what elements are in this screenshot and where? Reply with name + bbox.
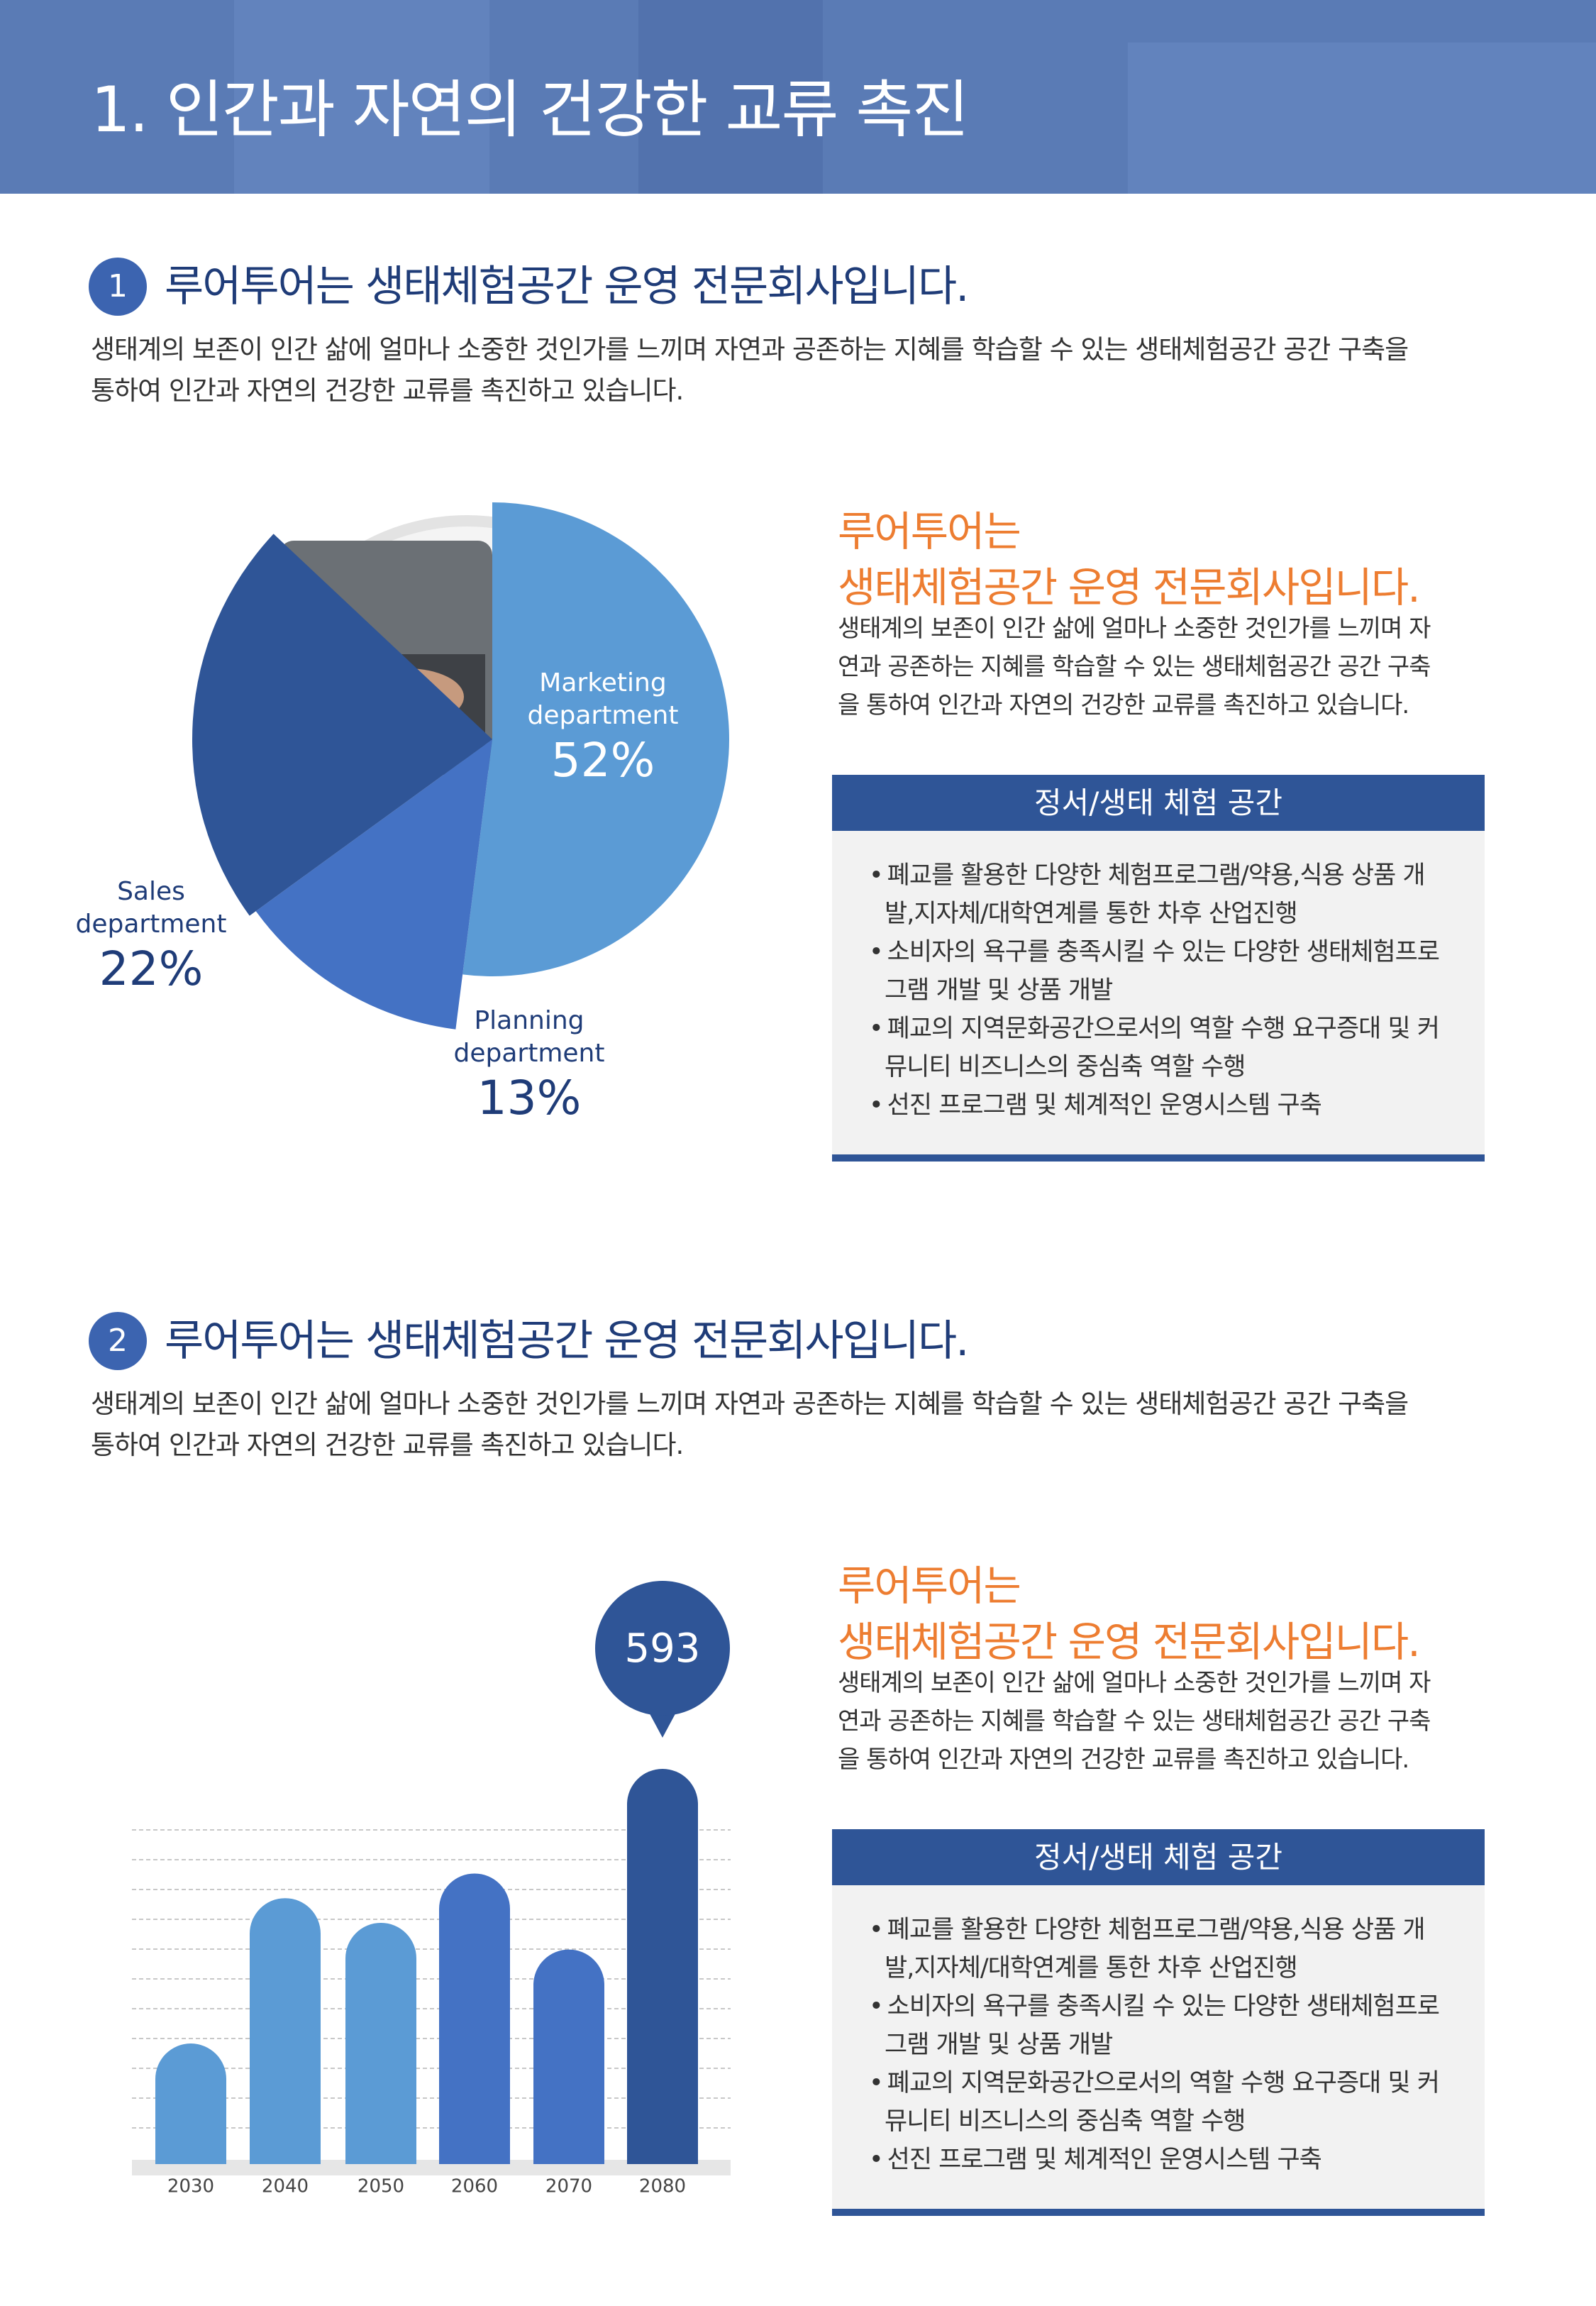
side-heading: 루어투어는 bbox=[838, 507, 1021, 556]
pie-category: Sales department bbox=[75, 877, 227, 939]
list-item: 선진 프로그램 및 체계적인 운영시스템 구축 bbox=[869, 2141, 1445, 2179]
header-deco bbox=[638, 0, 823, 194]
header-deco bbox=[234, 0, 489, 194]
pie-slice bbox=[255, 739, 492, 1030]
box-title: 정서/생태 체험 공간 bbox=[832, 775, 1485, 831]
pie-category: Planning department bbox=[453, 1006, 605, 1068]
pie-value: 52% bbox=[550, 733, 655, 788]
callout bbox=[595, 1581, 730, 1716]
box-title: 정서/생태 체험 공간 bbox=[832, 1829, 1485, 1885]
pie-label: Planning department 13% bbox=[423, 1005, 636, 1127]
list-item: 소비자의 욕구를 충족시킬 수 있는 다양한 생태체험프로그램 개발 및 상품 … bbox=[869, 1987, 1445, 2064]
bar bbox=[250, 1898, 321, 2164]
list-item: 소비자의 욕구를 충족시킬 수 있는 다양한 생태체험프로그램 개발 및 상품 … bbox=[869, 933, 1445, 1010]
info-box: 폐교를 활용한 다양한 체험프로그램/약용,식용 상품 개발,지자체/대학연계를… bbox=[832, 1885, 1485, 2216]
header-deco bbox=[1128, 43, 1596, 194]
bar bbox=[627, 1769, 698, 2164]
x-tick-label: 2060 bbox=[451, 2176, 498, 2197]
x-tick-label: 2080 bbox=[639, 2176, 686, 2197]
pie-slice bbox=[462, 502, 729, 976]
side-paragraph: 생태계의 보존이 인간 삶에 얼마나 소중한 것인가를 느끼며 자연과 공존하는… bbox=[838, 614, 1431, 719]
pie-value: 22% bbox=[99, 942, 204, 996]
pie-label: Sales department 22% bbox=[45, 876, 257, 998]
pie-value: 13% bbox=[477, 1071, 582, 1125]
x-tick-label: 2050 bbox=[358, 2176, 404, 2197]
section-number: 1 bbox=[89, 258, 147, 316]
list-item: 폐교를 활용한 다양한 체험프로그램/약용,식용 상품 개발,지자체/대학연계를… bbox=[869, 856, 1445, 933]
pie-label: Marketing department 52% bbox=[497, 667, 709, 789]
section-paragraph: 생태계의 보존이 인간 삶에 얼마나 소중한 것인가를 느끼며 자연과 공존하는… bbox=[91, 1389, 1409, 1460]
value-label: 593 bbox=[625, 1626, 701, 1672]
page-title: 1. 인간과 자연의 건강한 교류 촉진 bbox=[91, 73, 969, 146]
pie-category: Marketing department bbox=[527, 668, 679, 730]
list-item: 선진 프로그램 및 체계적인 운영시스템 구축 bbox=[869, 1086, 1445, 1125]
bar bbox=[345, 1922, 416, 2164]
section-heading: 루어투어는 생태체험공간 운영 전문회사입니다. bbox=[165, 1316, 969, 1366]
bar bbox=[155, 2043, 226, 2164]
callout-tail bbox=[647, 1709, 678, 1738]
bar bbox=[533, 1949, 604, 2164]
side-heading: 생태체험공간 운영 전문회사입니다. bbox=[838, 1618, 1421, 1666]
pie-slice bbox=[192, 534, 492, 916]
list-item: 폐교의 지역문화공간으로서의 역할 수행 요구증대 및 커뮤니티 비즈니스의 중… bbox=[869, 2064, 1445, 2141]
list-item: 폐교의 지역문화공간으로서의 역할 수행 요구증대 및 커뮤니티 비즈니스의 중… bbox=[869, 1010, 1445, 1086]
section-heading: 루어투어는 생태체험공간 운영 전문회사입니다. bbox=[165, 262, 969, 311]
header-band: 1. 인간과 자연의 건강한 교류 촉진 bbox=[0, 0, 1596, 194]
item-list: 폐교를 활용한 다양한 체험프로그램/약용,식용 상품 개발,지자체/대학연계를… bbox=[832, 831, 1485, 1125]
bar bbox=[439, 1873, 510, 2164]
item-list: 폐교를 활용한 다양한 체험프로그램/약용,식용 상품 개발,지자체/대학연계를… bbox=[832, 1885, 1485, 2179]
x-tick-label: 2040 bbox=[262, 2176, 309, 2197]
section-paragraph: 생태계의 보존이 인간 삶에 얼마나 소중한 것인가를 느끼며 자연과 공존하는… bbox=[91, 334, 1409, 406]
side-heading: 루어투어는 bbox=[838, 1562, 1021, 1610]
section-number: 2 bbox=[89, 1312, 147, 1370]
info-box: 폐교를 활용한 다양한 체험프로그램/약용,식용 상품 개발,지자체/대학연계를… bbox=[832, 831, 1485, 1162]
side-paragraph: 생태계의 보존이 인간 삶에 얼마나 소중한 것인가를 느끼며 자연과 공존하는… bbox=[838, 1669, 1431, 1774]
x-tick-label: 2030 bbox=[167, 2176, 214, 2197]
x-tick-label: 2070 bbox=[545, 2176, 592, 2197]
side-heading: 생태체험공간 운영 전문회사입니다. bbox=[838, 563, 1421, 612]
list-item: 폐교를 활용한 다양한 체험프로그램/약용,식용 상품 개발,지자체/대학연계를… bbox=[869, 1911, 1445, 1987]
